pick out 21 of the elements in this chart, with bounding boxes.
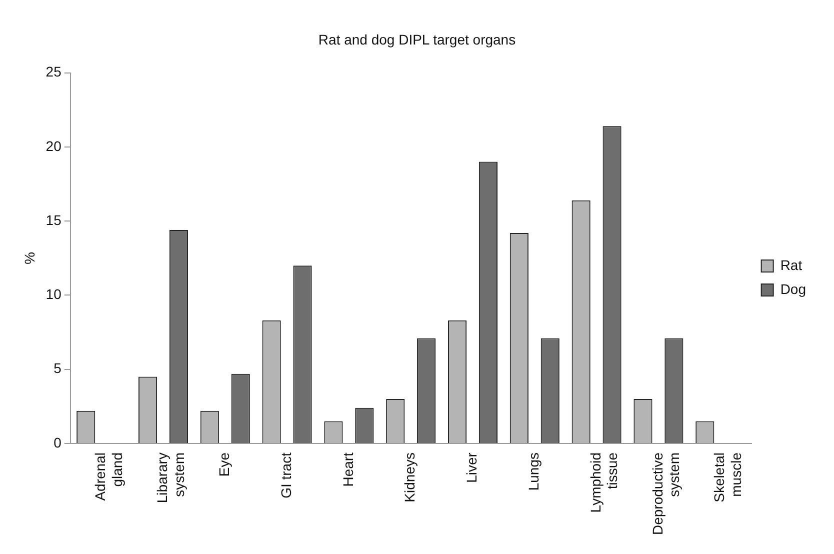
x-tick-label: Liver: [464, 452, 480, 483]
y-tick-label: 25: [46, 64, 62, 80]
x-tick-label: Heart: [340, 452, 356, 487]
x-tick-label: GI tract: [278, 452, 294, 498]
chart-title: Rat and dog DIPL target organs: [318, 31, 516, 48]
x-tick-label: Libarary system: [154, 452, 187, 504]
x-tick-label: Eye: [216, 452, 232, 477]
x-tick-label: Lungs: [526, 452, 542, 491]
x-tick-label: Adrenal gland: [92, 452, 125, 501]
x-tick-label: Skeletal muscle: [711, 452, 744, 502]
y-axis-title: %: [21, 252, 38, 264]
legend-label: Rat: [780, 256, 802, 273]
y-tick-label: 10: [46, 286, 62, 302]
x-tick-label: Kidneys: [402, 452, 418, 502]
x-tick-label: Deproductive system: [649, 452, 682, 536]
y-tick-label: 0: [54, 434, 62, 450]
y-tick-label: 5: [54, 360, 62, 376]
y-tick-label: 15: [46, 212, 62, 228]
y-tick-label: 20: [46, 138, 62, 154]
legend-label: Dog: [780, 280, 806, 297]
x-tick-label: Lymphoid tissue: [587, 452, 620, 513]
